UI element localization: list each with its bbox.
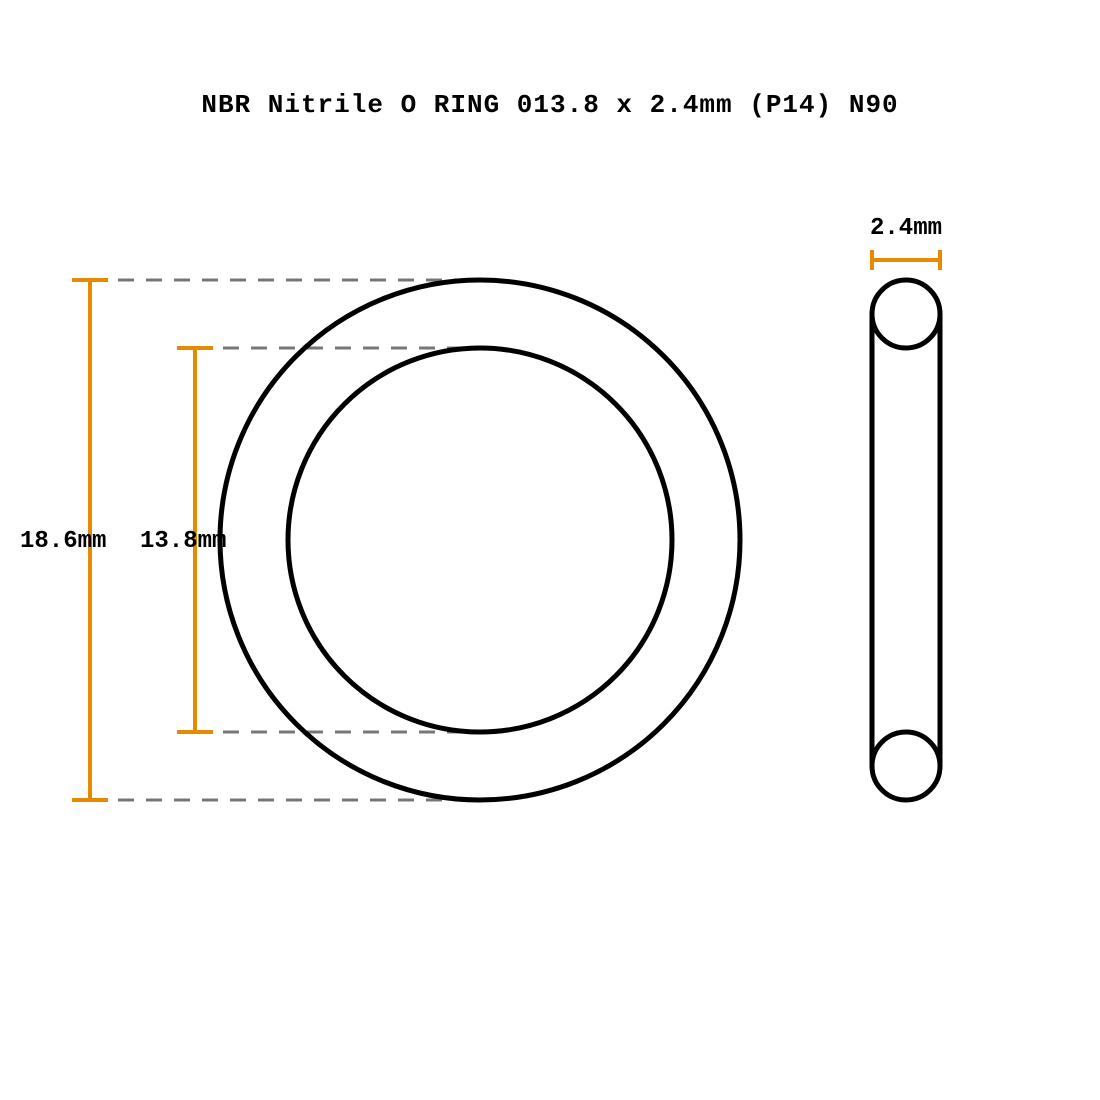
inner-diameter-label: 13.8mm [140, 528, 226, 555]
diagram-stage: NBR Nitrile O RING 013.8 x 2.4mm (P14) N… [0, 0, 1100, 1100]
diagram-title: NBR Nitrile O RING 013.8 x 2.4mm (P14) N… [0, 90, 1100, 120]
cross-section-label: 2.4mm [870, 215, 942, 242]
outer-diameter-label: 18.6mm [20, 528, 106, 555]
